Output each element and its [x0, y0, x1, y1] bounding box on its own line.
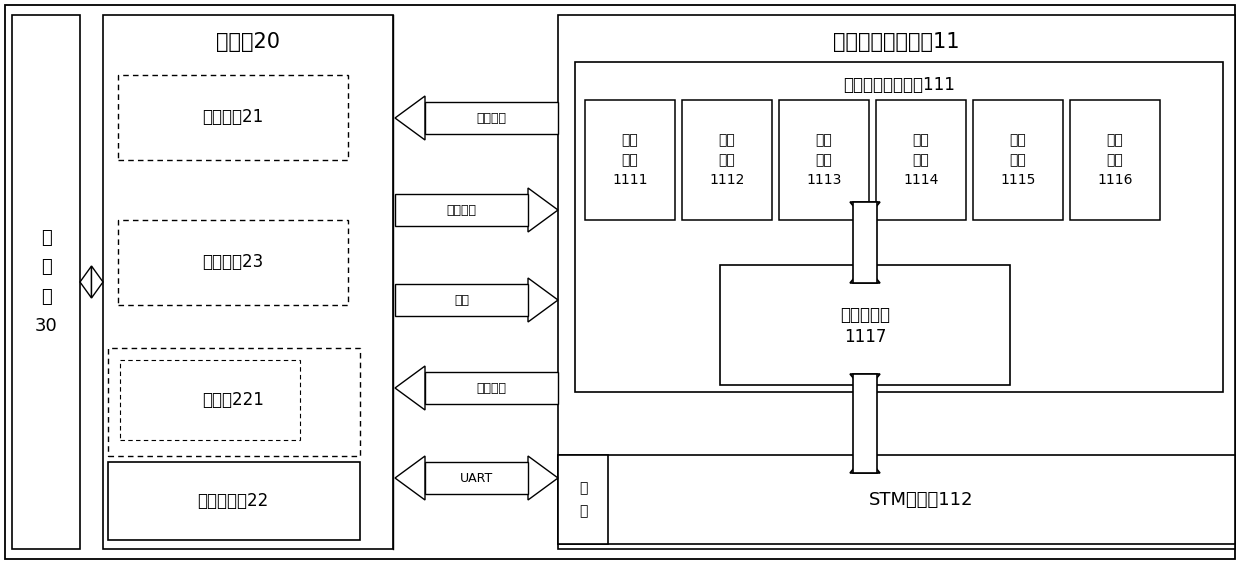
Text: 电子仪器21: 电子仪器21 [202, 108, 264, 126]
Bar [425, 462, 528, 494]
Text: 反相
放大
1112: 反相 放大 1112 [709, 134, 745, 187]
Polygon shape [396, 366, 425, 410]
Polygon shape [528, 188, 558, 232]
Bar [1070, 100, 1159, 220]
Text: 测量信号: 测量信号 [476, 112, 506, 125]
Text: 加法
电路
1113: 加法 电路 1113 [806, 134, 842, 187]
Text: 摄像头221: 摄像头221 [202, 391, 264, 409]
Bar [425, 102, 558, 134]
Bar [575, 62, 1223, 392]
Bar [875, 100, 966, 220]
Text: 输出信号: 输出信号 [446, 204, 476, 217]
Text: 继电器阵列: 继电器阵列 [839, 306, 890, 324]
Text: 现场视频: 现场视频 [476, 381, 506, 394]
Bar [108, 348, 360, 456]
Bar [118, 220, 348, 305]
Bar [108, 462, 360, 540]
Text: 程控电源23: 程控电源23 [202, 253, 264, 271]
Polygon shape [849, 265, 880, 283]
Text: 串
口: 串 口 [579, 481, 588, 518]
Bar [118, 75, 348, 160]
Bar [853, 374, 877, 473]
Bar [396, 284, 528, 316]
Bar [585, 100, 675, 220]
Bar [425, 372, 558, 404]
Polygon shape [528, 278, 558, 322]
Text: 模拟电路实验模块11: 模拟电路实验模块11 [833, 32, 960, 52]
Bar [558, 15, 1235, 549]
Bar [12, 15, 81, 549]
Bar [853, 202, 877, 283]
Text: 高通
滤波
1116: 高通 滤波 1116 [1097, 134, 1133, 187]
Text: 减法
电路
1114: 减法 电路 1114 [903, 134, 939, 187]
Bar [973, 100, 1063, 220]
Polygon shape [396, 96, 425, 140]
Text: 低通
滤波
1115: 低通 滤波 1115 [1001, 134, 1035, 187]
Polygon shape [92, 266, 103, 298]
Text: 同相
放大
1111: 同相 放大 1111 [613, 134, 647, 187]
Polygon shape [528, 456, 558, 500]
Text: 1117: 1117 [843, 328, 887, 346]
Polygon shape [396, 456, 425, 500]
Polygon shape [849, 202, 880, 220]
Bar [120, 360, 300, 440]
Polygon shape [849, 455, 880, 473]
Bar [558, 455, 1235, 544]
Polygon shape [849, 374, 880, 392]
Polygon shape [81, 266, 92, 298]
Bar [682, 100, 773, 220]
Bar [720, 265, 1011, 385]
Text: 设备端20: 设备端20 [216, 32, 280, 52]
Text: 多功能运放电路板111: 多功能运放电路板111 [843, 76, 955, 94]
Text: 服
务
端
30: 服 务 端 30 [35, 229, 57, 335]
Bar [558, 455, 608, 544]
Text: UART: UART [460, 472, 494, 484]
Text: 多功能网关22: 多功能网关22 [197, 492, 269, 510]
Bar [779, 100, 869, 220]
Text: STM控制板112: STM控制板112 [869, 491, 973, 509]
Text: 电源: 电源 [454, 293, 469, 306]
Bar [396, 194, 528, 226]
Bar [103, 15, 393, 549]
